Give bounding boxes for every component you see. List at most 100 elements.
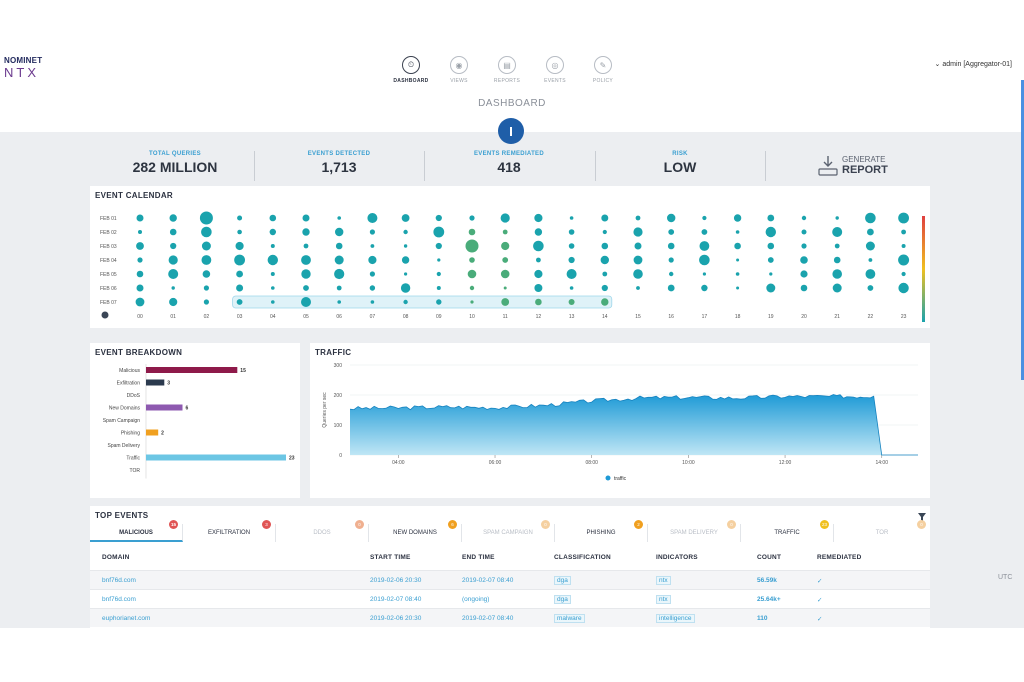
calendar-dot[interactable]: [136, 270, 144, 278]
calendar-dot[interactable]: [469, 257, 475, 263]
calendar-dot[interactable]: [735, 272, 740, 276]
tab-malicious[interactable]: MALICIOUS 15: [90, 520, 183, 542]
calendar-dot[interactable]: [269, 214, 277, 222]
calendar-dot[interactable]: [270, 272, 275, 276]
calendar-dot[interactable]: [833, 256, 841, 264]
domain-link[interactable]: bnf76d.com: [102, 596, 136, 603]
calendar-dot[interactable]: [636, 286, 640, 290]
calendar-dot[interactable]: [500, 213, 510, 223]
calendar-dot[interactable]: [667, 213, 676, 223]
calendar-dot[interactable]: [568, 256, 575, 264]
calendar-dot[interactable]: [303, 285, 309, 291]
calendar-dot[interactable]: [502, 257, 509, 263]
calendar-dot[interactable]: [898, 254, 910, 266]
calendar-dot[interactable]: [800, 256, 808, 264]
calendar-dot[interactable]: [635, 215, 641, 221]
calendar-dot[interactable]: [568, 243, 575, 249]
scrollbar[interactable]: [1021, 80, 1024, 380]
col-indicators[interactable]: INDICATORS: [656, 554, 698, 561]
calendar-dot[interactable]: [736, 286, 740, 290]
calendar-dot[interactable]: [601, 242, 609, 250]
calendar-dot[interactable]: [169, 297, 178, 307]
calendar-dot[interactable]: [536, 257, 541, 263]
domain-link[interactable]: bnf76d.com: [102, 577, 136, 584]
calendar-dot[interactable]: [199, 211, 213, 225]
breakdown-bar[interactable]: [146, 404, 183, 411]
breakdown-bar[interactable]: [146, 454, 286, 461]
calendar-dot[interactable]: [801, 215, 807, 221]
event-calendar-grid[interactable]: FEB 01 FEB 02 FEB 03 FEB 04 FEB 05 FEB 06 FEB …: [90, 186, 930, 328]
calendar-dot[interactable]: [369, 271, 375, 277]
calendar-dot[interactable]: [534, 213, 543, 223]
calendar-dot[interactable]: [867, 285, 874, 291]
calendar-dot[interactable]: [501, 298, 510, 306]
tab-exfiltration[interactable]: EXFILTRATION 3: [183, 520, 276, 542]
calendar-dot[interactable]: [769, 272, 773, 276]
legend-label[interactable]: traffic: [614, 476, 627, 482]
calendar-dot[interactable]: [633, 255, 643, 265]
calendar-dot[interactable]: [633, 227, 643, 237]
col-start-time[interactable]: START TIME: [370, 554, 411, 561]
calendar-dot[interactable]: [601, 284, 608, 292]
calendar-dot[interactable]: [236, 270, 244, 278]
classification-chip[interactable]: malware: [554, 614, 585, 623]
calendar-dot[interactable]: [534, 284, 543, 292]
calendar-dot[interactable]: [271, 300, 275, 304]
filter-icon[interactable]: [918, 513, 926, 521]
nav-events[interactable]: ◎ EVENTS: [530, 56, 580, 84]
calendar-dot[interactable]: [533, 240, 544, 252]
calendar-dot[interactable]: [898, 282, 909, 294]
calendar-dot[interactable]: [801, 229, 807, 235]
calendar-dot[interactable]: [168, 269, 179, 279]
calendar-dot[interactable]: [170, 242, 177, 250]
calendar-dot[interactable]: [832, 227, 843, 237]
tab-tor[interactable]: TOR 0: [834, 520, 930, 542]
calendar-dot[interactable]: [601, 298, 609, 306]
breakdown-bar[interactable]: [146, 429, 159, 436]
calendar-dot[interactable]: [403, 244, 408, 248]
col-remediated[interactable]: REMEDIATED: [817, 554, 862, 561]
calendar-dot[interactable]: [832, 283, 842, 293]
tab-spam-campaign[interactable]: SPAM CAMPAIGN 0: [462, 520, 555, 542]
col-domain[interactable]: DOMAIN: [102, 554, 130, 561]
calendar-dot[interactable]: [602, 271, 608, 277]
calendar-dot[interactable]: [800, 270, 808, 278]
calendar-selection[interactable]: [232, 295, 613, 309]
calendar-dot[interactable]: [767, 242, 775, 250]
calendar-dot[interactable]: [436, 299, 442, 305]
calendar-dot[interactable]: [302, 228, 310, 236]
calendar-dot[interactable]: [702, 215, 707, 221]
calendar-dot[interactable]: [633, 269, 643, 279]
calendar-dot[interactable]: [865, 212, 876, 224]
calendar-dot[interactable]: [203, 285, 209, 291]
calendar-dot[interactable]: [301, 269, 311, 279]
calendar-dot[interactable]: [469, 285, 475, 291]
calendar-dot[interactable]: [868, 258, 873, 262]
calendar-dot[interactable]: [136, 242, 144, 250]
calendar-dot[interactable]: [667, 284, 675, 292]
calendar-dot[interactable]: [401, 214, 410, 222]
calendar-dot[interactable]: [137, 257, 143, 263]
calendar-dot[interactable]: [601, 214, 609, 222]
calendar-dot[interactable]: [201, 255, 212, 265]
calendar-dot[interactable]: [336, 285, 342, 291]
calendar-dot[interactable]: [403, 299, 408, 305]
calendar-dot[interactable]: [235, 241, 244, 251]
calendar-dot[interactable]: [568, 299, 575, 305]
calendar-dot[interactable]: [699, 254, 710, 266]
calendar-dot[interactable]: [469, 215, 475, 221]
calendar-dot[interactable]: [369, 229, 375, 235]
calendar-dot[interactable]: [701, 284, 708, 292]
table-row[interactable]: bnf76d.com 2019-02-06 20:30 2019-02-07 0…: [90, 570, 930, 589]
nav-policy[interactable]: ✎ POLICY: [578, 56, 628, 84]
calendar-dot[interactable]: [400, 283, 411, 293]
calendar-dot[interactable]: [404, 272, 408, 276]
calendar-dot[interactable]: [237, 215, 243, 221]
classification-chip[interactable]: dga: [554, 595, 571, 604]
breakdown-bar[interactable]: [146, 379, 165, 386]
calendar-dot[interactable]: [335, 242, 343, 250]
calendar-dot[interactable]: [766, 283, 776, 293]
breakdown-bar[interactable]: [146, 367, 238, 373]
calendar-dot[interactable]: [801, 243, 807, 249]
calendar-dot[interactable]: [270, 244, 275, 248]
